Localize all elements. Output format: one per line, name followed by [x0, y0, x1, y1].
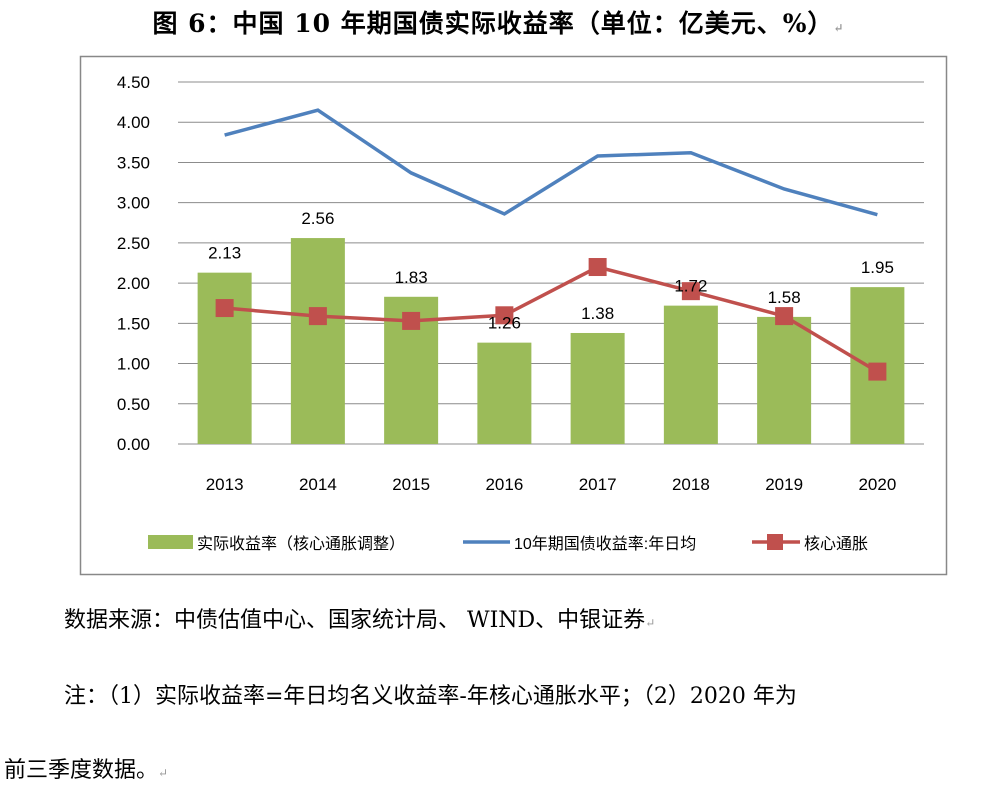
core-inflation-marker	[308, 307, 327, 326]
legend-label: 10年期国债收益率:年日均	[514, 535, 696, 553]
y-tick-label: 0.50	[117, 395, 150, 414]
core-inflation-marker	[215, 299, 234, 318]
note-line-2: 前三季度数据。↵	[4, 758, 169, 783]
source-text: 数据来源：中债估值中心、国家统计局、 WIND、中银证券↵	[64, 608, 656, 633]
core-inflation-marker	[775, 307, 794, 326]
bar	[477, 342, 532, 444]
bar	[757, 316, 812, 444]
y-tick-label: 4.00	[117, 113, 150, 132]
y-tick-label: 3.50	[117, 153, 150, 172]
data-label: 1.26	[488, 314, 521, 333]
core-inflation-marker	[588, 258, 607, 277]
data-label: 1.58	[768, 288, 801, 307]
bond-yield-line	[224, 108, 878, 217]
legend-label: 核心通胀	[804, 535, 868, 553]
data-label: 2.56	[301, 209, 334, 228]
core-inflation-marker	[402, 311, 421, 330]
x-tick-label: 2015	[392, 475, 430, 494]
bar	[197, 272, 252, 444]
data-label: 2.13	[208, 244, 241, 263]
y-tick-label: 4.50	[117, 73, 150, 92]
chart: 0.00 0.50 1.00 1.50 2.00 2.50 3.00 3.50 4.00 4.50…	[79, 55, 948, 576]
y-tick-label: 2.50	[117, 234, 150, 253]
core-inflation-marker	[495, 306, 514, 325]
legend-swatch-bar	[148, 535, 193, 549]
x-tick-label: 2017	[579, 475, 617, 494]
bar	[290, 238, 345, 444]
core-inflation-line	[224, 265, 879, 374]
legend-swatch-marker	[767, 534, 783, 550]
data-label: 1.38	[581, 304, 614, 323]
data-label: 1.83	[395, 268, 428, 287]
y-tick-label: 1.50	[117, 314, 150, 333]
data-label: 1.95	[861, 258, 894, 277]
y-tick-label: 0.00	[117, 435, 150, 454]
bar	[663, 305, 718, 444]
legend-label: 实际收益率（核心通胀调整）	[197, 535, 405, 553]
note-line-1: 注：（1）实际收益率=年日均名义收益率-年核心通胀水平；（2）2020 年为	[64, 684, 797, 709]
x-tick-label: 2014	[299, 475, 337, 494]
figure-title: 图 6：中国 10 年期国债实际收益率（单位：亿美元、%）↵	[152, 9, 845, 38]
y-tick-label: 3.00	[117, 194, 150, 213]
x-tick-label: 2020	[858, 475, 896, 494]
x-tick-label: 2019	[765, 475, 803, 494]
core-inflation-marker	[681, 282, 700, 301]
x-tick-label: 2013	[206, 475, 244, 494]
x-tick-label: 2016	[485, 475, 523, 494]
y-tick-label: 2.00	[117, 274, 150, 293]
data-label: 1.72	[674, 277, 707, 296]
bar	[570, 332, 625, 444]
y-tick-label: 1.00	[117, 355, 150, 374]
core-inflation-marker	[868, 362, 887, 381]
x-tick-label: 2018	[672, 475, 710, 494]
